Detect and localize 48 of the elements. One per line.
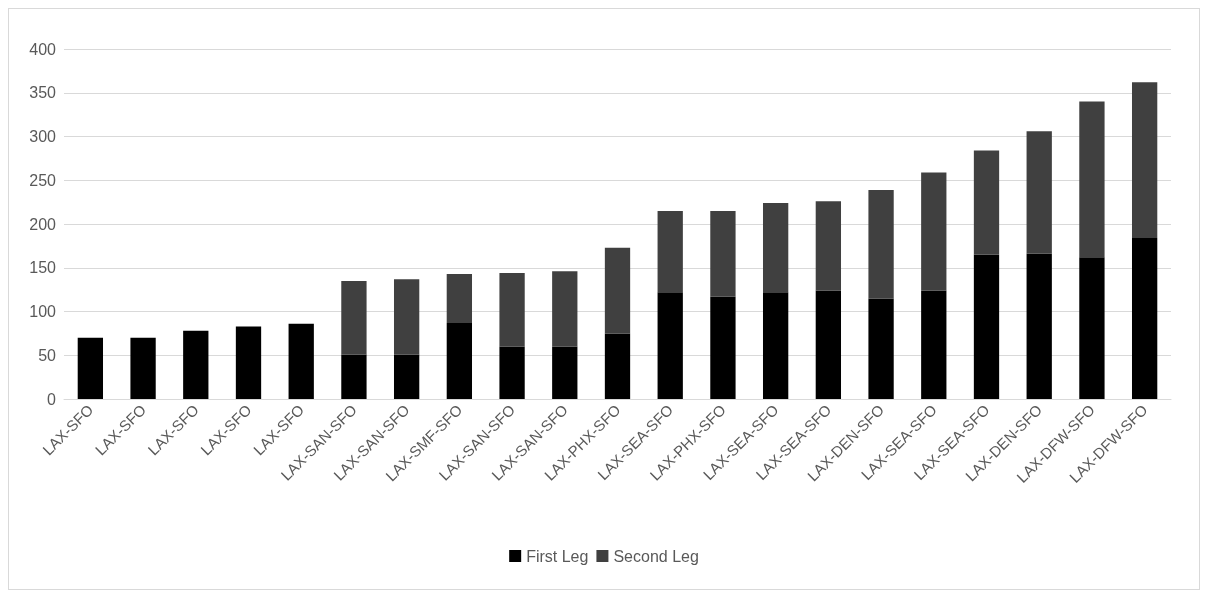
y-tick-label: 50 [38, 346, 57, 364]
bar [604, 333, 631, 399]
y-tick-label: 250 [29, 171, 57, 189]
bar [1131, 238, 1158, 399]
bar [499, 346, 525, 399]
bar [393, 354, 420, 399]
bar [710, 210, 736, 297]
bar [1026, 131, 1052, 254]
bar [235, 326, 262, 399]
y-tick-label: 150 [29, 259, 57, 277]
bar [868, 298, 894, 399]
legend-label: First Leg [526, 547, 589, 565]
legend-label: Second Leg [613, 547, 699, 565]
bar [341, 354, 367, 399]
bar [657, 210, 683, 293]
y-tick-label: 400 [29, 40, 57, 58]
bar [446, 322, 473, 399]
bar [183, 330, 209, 399]
bar [1131, 82, 1158, 238]
bar [77, 337, 104, 399]
bar [868, 189, 894, 299]
bar [921, 172, 947, 291]
bar [130, 337, 156, 399]
bar [973, 150, 1000, 255]
bar [921, 290, 947, 399]
bar [1079, 257, 1105, 399]
bar [762, 203, 789, 293]
bar [341, 280, 367, 355]
bar [446, 273, 473, 323]
bar [288, 323, 314, 399]
bar [710, 296, 736, 399]
bar [762, 292, 789, 399]
bar [393, 279, 420, 355]
bar [552, 271, 578, 347]
bar [1079, 101, 1105, 258]
bar [1026, 253, 1052, 399]
bar [815, 290, 842, 399]
bar [815, 201, 842, 291]
y-tick-label: 100 [29, 303, 57, 320]
y-tick-label: 350 [29, 84, 57, 102]
y-tick-label: 0 [47, 390, 57, 408]
bar [657, 292, 683, 399]
bar [973, 254, 1000, 399]
y-tick-label: 300 [29, 128, 57, 145]
bar [552, 346, 578, 399]
bar [604, 247, 631, 334]
y-tick-label: 200 [29, 215, 57, 233]
bar [499, 273, 525, 347]
